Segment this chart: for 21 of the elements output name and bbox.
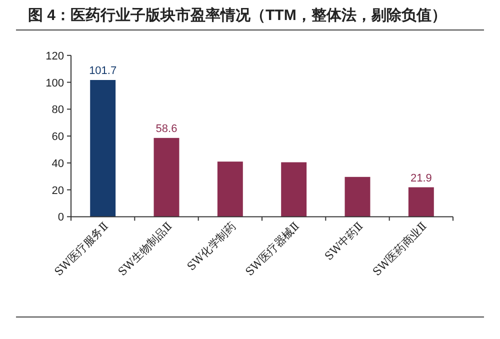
y-tick-label: 100 xyxy=(46,77,64,90)
y-tick-label: 120 xyxy=(46,50,64,62)
data-label: 58.6 xyxy=(156,122,178,135)
x-tick-label: SW中药Ⅱ xyxy=(322,220,366,263)
bar xyxy=(154,138,180,217)
data-label: 101.7 xyxy=(89,65,117,77)
bar xyxy=(408,187,434,217)
bar xyxy=(281,162,307,217)
x-tick-label: SW生物制品Ⅱ xyxy=(116,220,175,279)
y-tick-label: 80 xyxy=(52,104,64,116)
y-tick-label: 20 xyxy=(52,184,64,197)
y-tick-label: 40 xyxy=(52,158,64,170)
x-tick-label: SW医疗器械Ⅱ xyxy=(243,220,302,279)
data-label: 21.9 xyxy=(410,172,432,184)
y-tick-label: 60 xyxy=(52,131,64,144)
bar xyxy=(217,162,243,217)
bar xyxy=(344,176,370,217)
x-tick-label: SW化学制药 xyxy=(184,220,238,274)
chart-title: 图 4：医药行业子版块市盈率情况（TTM，整体法，剔除负值） xyxy=(28,6,446,24)
x-tick-label: SW医药商业Ⅱ xyxy=(370,220,430,279)
bar xyxy=(90,80,116,217)
